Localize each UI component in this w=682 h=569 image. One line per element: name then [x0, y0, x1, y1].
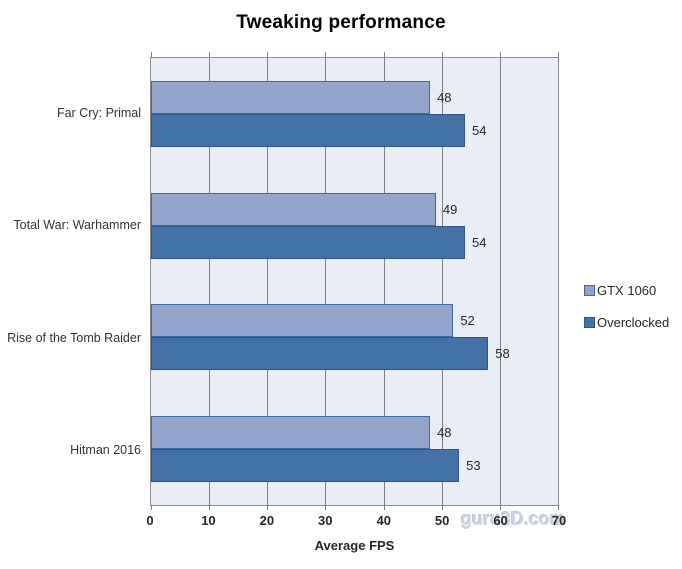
bar-overclocked: [151, 337, 489, 371]
x-tick-label: 50: [434, 513, 450, 528]
plot-area: 48 54 49 54 52 58 48 53: [150, 52, 559, 510]
x-tick-label: 10: [201, 513, 216, 528]
x-axis: 0 10 20 30 40 50 60 70: [146, 513, 566, 529]
x-tick-label: 70: [551, 513, 567, 528]
bar-value-label: 48: [437, 425, 452, 441]
tick-mark-top: [558, 52, 559, 57]
bar-value-label: 49: [442, 201, 458, 217]
x-tick-label: 40: [376, 513, 391, 528]
bar-line: 48: [151, 80, 558, 114]
bar-line: 49: [151, 192, 558, 226]
category-band-far-cry-primal: 48 54: [151, 58, 558, 170]
bar-line: 54: [151, 113, 558, 147]
bar-overclocked: [151, 449, 460, 483]
bar-overclocked: [151, 225, 465, 259]
tick-mark-top: [209, 52, 211, 57]
tick-mark-bottom: [499, 505, 501, 510]
x-tick-label: 30: [318, 513, 333, 528]
gridline: [209, 58, 211, 505]
tick-mark-bottom: [441, 505, 443, 510]
category-label: Hitman 2016: [70, 442, 141, 457]
gridline: [267, 58, 269, 505]
legend-label: Overclocked: [597, 315, 670, 330]
tick-mark-bottom: [151, 505, 152, 510]
tick-mark-bottom: [209, 505, 211, 510]
x-axis-title: Average FPS: [314, 538, 395, 553]
category-band-hitman-2016: 48 53: [151, 393, 558, 505]
bar-line: 52: [151, 304, 558, 338]
legend-label: GTX 1060: [597, 283, 657, 298]
legend-swatch: [584, 285, 595, 296]
tick-mark-top: [499, 52, 501, 57]
category-axis: Far Cry: Primal Total War: Warhammer Rise …: [0, 57, 141, 506]
legend: GTX 1060 Overclocked: [584, 283, 669, 347]
watermark: guru3D.com: [461, 509, 567, 529]
bar-line: 58: [151, 337, 558, 371]
gridline: [441, 58, 443, 505]
bar-line: 54: [151, 225, 558, 259]
bar-value-label: 54: [471, 122, 487, 138]
chart-title: Tweaking performance: [236, 12, 446, 33]
bar-value-label: 54: [471, 234, 487, 250]
gridline: [383, 58, 385, 505]
tick-mark-top: [325, 52, 327, 57]
bar-gtx-1060: [151, 80, 431, 114]
category-band-rise-of-the-tomb-raider: 52 58: [151, 282, 558, 394]
bar-value-label: 53: [466, 458, 481, 474]
bar-value-label: 58: [495, 346, 510, 362]
gridline: [325, 58, 327, 505]
bar-value-label: 52: [460, 313, 475, 329]
x-tick-label: 60: [493, 513, 508, 528]
tick-mark-bottom: [558, 505, 559, 510]
tick-mark-top: [441, 52, 443, 57]
tick-mark-bottom: [267, 505, 269, 510]
bar-value-label: 48: [437, 89, 452, 105]
legend-item-gtx-1060: GTX 1060: [584, 283, 669, 298]
bar-gtx-1060: [151, 304, 454, 338]
category-label: Total War: Warhammer: [13, 218, 141, 233]
x-tick-label: 0: [146, 513, 154, 528]
tick-mark-bottom: [383, 505, 385, 510]
tick-mark-top: [383, 52, 385, 57]
bar-overclocked: [151, 113, 465, 147]
gridline: [499, 58, 501, 505]
legend-item-overclocked: Overclocked: [584, 315, 669, 330]
tick-mark-top: [267, 52, 269, 57]
category-label: Rise of the Tomb Raider: [7, 330, 141, 345]
bar-line: 53: [151, 449, 558, 483]
category-label: Far Cry: Primal: [56, 106, 141, 121]
bar-line: 48: [151, 416, 558, 450]
tick-mark-top: [151, 52, 152, 57]
legend-swatch: [584, 317, 595, 328]
category-band-total-war-warhammer: 49 54: [151, 170, 558, 282]
bar-gtx-1060: [151, 416, 431, 450]
x-tick-label: 20: [259, 513, 275, 528]
bar-gtx-1060: [151, 192, 436, 226]
tick-mark-bottom: [325, 505, 327, 510]
